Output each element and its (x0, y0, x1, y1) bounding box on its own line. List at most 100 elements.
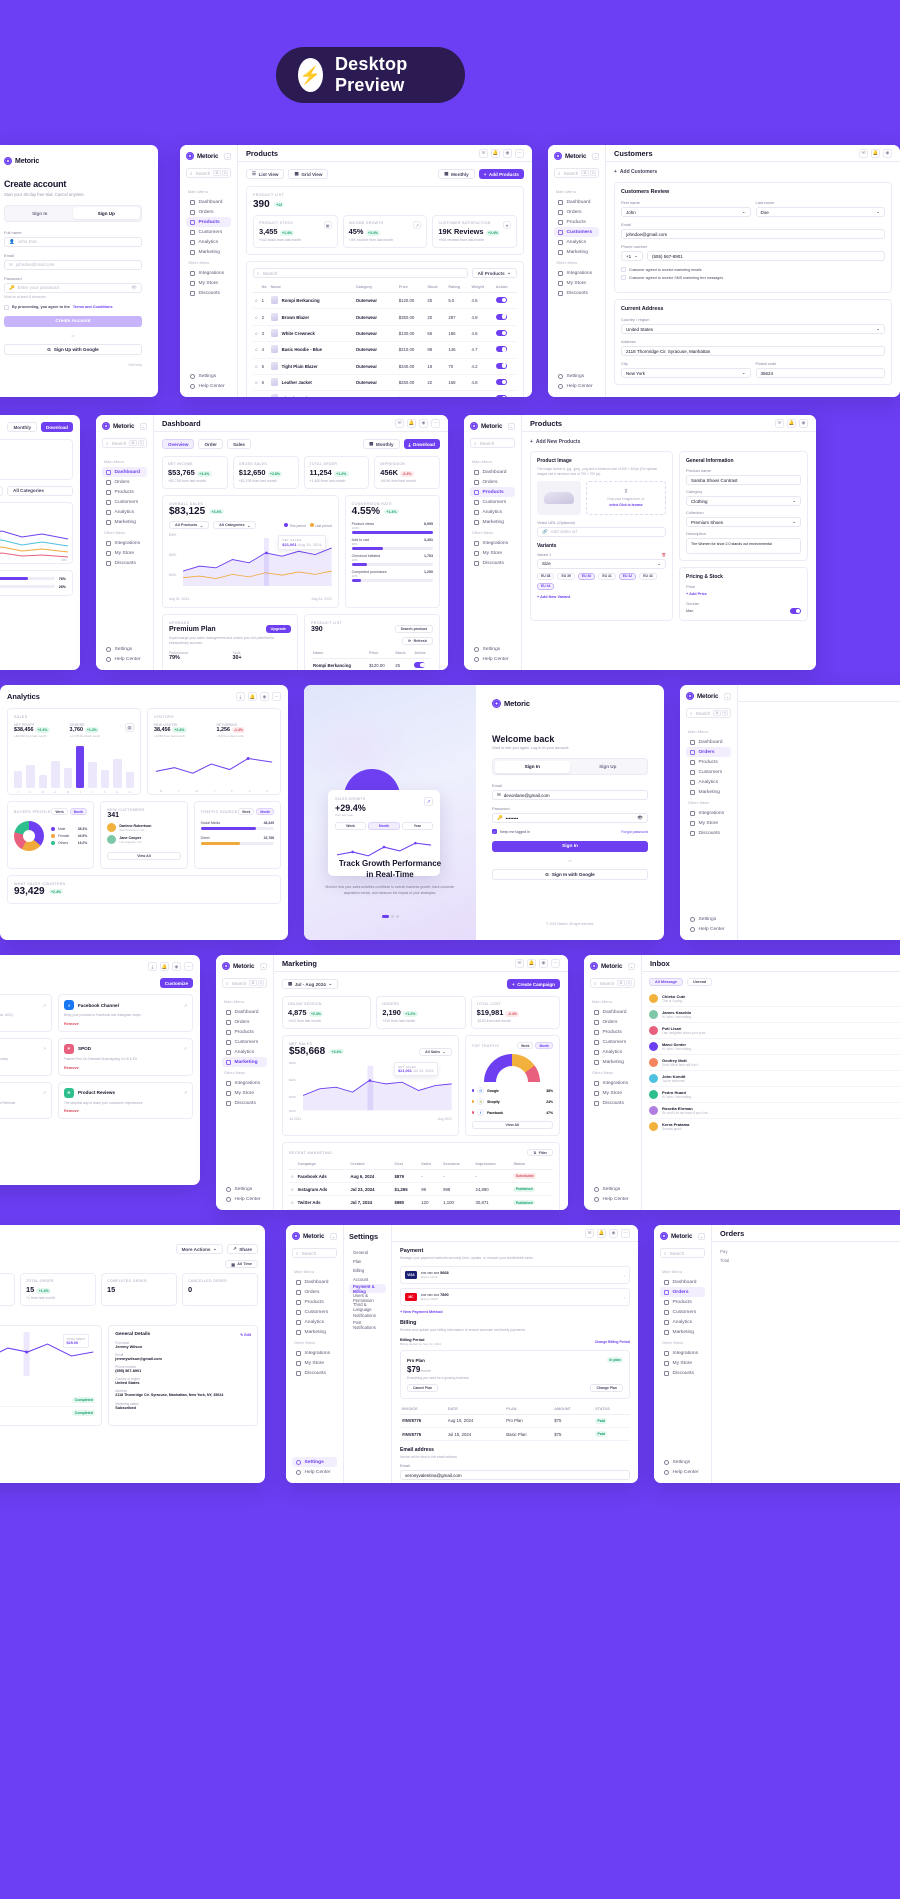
monthly-filter[interactable]: Monthly (7, 422, 38, 432)
more-icon[interactable]: ⋯ (515, 148, 524, 158)
chevron-down-icon[interactable]: ⌄ (260, 962, 267, 970)
terms-checkbox[interactable] (4, 304, 9, 310)
tab-month[interactable]: Month (368, 822, 400, 830)
sidebar-item-help[interactable]: Help Center (590, 1194, 635, 1204)
table-row[interactable]: ○ 1 Rompi Berkancing Outerwear $120.00 25 5.0 4… (253, 292, 517, 310)
row-checkbox[interactable]: ○ (253, 292, 260, 310)
sidebar-item-help[interactable]: Help Center (660, 1467, 705, 1477)
tab-signup[interactable]: Sign Up (73, 207, 140, 219)
row-toggle[interactable] (495, 329, 507, 336)
row-toggle[interactable] (495, 297, 507, 304)
sidebar-item-integrations[interactable]: Integrations (292, 1348, 337, 1358)
sidebar-item-marketing[interactable]: Marketing (102, 517, 147, 527)
sidebar-item-products[interactable]: Products (590, 1027, 635, 1037)
sidebar-item-integrations[interactable]: Integrations (186, 268, 231, 278)
sidebar-item-orders[interactable]: Orders (470, 477, 515, 487)
consent-checkbox[interactable] (621, 275, 626, 280)
sidebar-item-products[interactable]: Products (222, 1027, 267, 1037)
table-row[interactable]: #INV8776 Aug 15, 2024 Pro Plan $75 Paid (400, 1414, 630, 1428)
phone-input[interactable]: (555) 567-8901 (647, 251, 885, 261)
download-icon[interactable]: ⤓ (236, 692, 245, 701)
sidebar-item-settings[interactable]: Settings (660, 1457, 705, 1467)
external-link-icon[interactable]: ↗ (42, 1090, 46, 1096)
chevron-right-icon[interactable]: › (623, 1272, 625, 1278)
mail-icon[interactable]: ✉ (585, 1228, 594, 1238)
sidebar-item-my-store[interactable]: My Store (222, 1088, 267, 1098)
more-icon[interactable]: ⋯ (551, 958, 560, 968)
row-toggle[interactable] (495, 313, 507, 320)
sidebar-item-products[interactable]: Products (102, 487, 147, 497)
sidebar-item-dashboard[interactable]: Dashboard (470, 467, 515, 477)
settings-nav-payment-billing[interactable]: Payment & Billing (349, 1284, 386, 1294)
tab-week[interactable]: Week (238, 808, 255, 815)
more-icon[interactable]: ⋯ (272, 692, 281, 701)
sidebar-item-customers[interactable]: Customers (590, 1037, 635, 1047)
cancel-plan-button[interactable]: Cancel Plan (407, 1383, 439, 1392)
all-categories-filter[interactable]: All Categories ⌄ (213, 521, 257, 529)
all-sales-filter[interactable]: All Sales ⌄ (419, 1047, 452, 1056)
sidebar-item-help[interactable]: Help Center (686, 924, 731, 934)
sidebar-item-settings[interactable]: Settings (292, 1457, 337, 1467)
more-actions-button[interactable]: More Actions ⌄ (175, 1244, 223, 1254)
search-input[interactable]: ⌕ Search ⌘ K (186, 168, 231, 178)
list-item[interactable]: Puti Lisari I am delighted about your pro… (649, 1023, 900, 1039)
sidebar-item-discounts[interactable]: Discounts (186, 288, 231, 298)
avatar[interactable]: ◉ (503, 148, 512, 158)
remove-button[interactable]: Remove (64, 1109, 79, 1114)
all-products-filter[interactable]: All Products ⌄ (169, 521, 210, 529)
sidebar-item-discounts[interactable]: Discounts (470, 558, 515, 568)
list-item[interactable]: Geofrey Mott Sure! What time will it be? (649, 1055, 900, 1071)
sidebar-item-dashboard[interactable]: Dashboard (660, 1277, 705, 1287)
chevron-right-icon[interactable]: › (623, 1294, 625, 1300)
list-item[interactable]: Kerra Pratama Sounds good! (649, 1119, 900, 1134)
external-link-icon[interactable]: ↗ (183, 1090, 187, 1096)
sidebar-item-orders[interactable]: Orders (186, 207, 231, 217)
category-select[interactable]: Clothing ⌄ (686, 496, 801, 506)
sidebar-item-discounts[interactable]: Discounts (686, 828, 731, 838)
settings-nav-billing[interactable]: Billing (353, 1268, 365, 1273)
row-checkbox[interactable]: ○ (253, 358, 260, 375)
settings-nav-account[interactable]: Account (353, 1277, 369, 1282)
sidebar-item-analytics[interactable]: Analytics (686, 777, 731, 787)
payment-card-visa[interactable]: VISA •••• •••• •••• 5668 Expiry 11/26 › (400, 1266, 630, 1285)
sidebar-item-marketing[interactable]: Marketing (186, 247, 231, 257)
tab-sales[interactable]: Sales (226, 439, 251, 449)
remove-button[interactable]: Remove (64, 1065, 79, 1070)
search-input[interactable]: ⌕ Search ⌘ K (222, 978, 267, 988)
sidebar-item-dashboard[interactable]: Dashboard (554, 197, 599, 207)
settings-nav-plan[interactable]: Plan (353, 1259, 362, 1264)
sidebar-item-my-store[interactable]: My Store (660, 1358, 705, 1368)
sidebar-item-analytics[interactable]: Analytics (186, 237, 231, 247)
tab-signin[interactable]: Sign In (494, 760, 570, 773)
tab-week[interactable]: Week (335, 822, 367, 830)
chevron-down-icon[interactable]: ⌄ (140, 422, 147, 430)
external-link-icon[interactable]: ↗ (42, 1002, 46, 1008)
all-categories-filter[interactable]: All Categories (7, 485, 73, 496)
email-input[interactable]: johndoe@gmail.com (621, 229, 885, 239)
new-payment-button[interactable]: + New Payment Method (400, 1310, 443, 1315)
list-item[interactable]: f Facebook Channel ↗ Bring your products… (58, 994, 193, 1032)
download-button[interactable]: ⤓ Download (403, 439, 440, 449)
list-item[interactable]: L LOOX ↗ Beautiful Product Reviews, Phot… (0, 1081, 52, 1120)
sidebar-item-discounts[interactable]: Discounts (292, 1368, 337, 1378)
sidebar-item-help[interactable]: Help Center (102, 654, 147, 664)
video-url-input[interactable]: 🔗 Add video url (537, 526, 666, 537)
sidebar-item-my-store[interactable]: My Store (590, 1088, 635, 1098)
list-item[interactable]: Rosetta Ehrman So cool! Let me know if yo… (649, 1103, 900, 1119)
search-input[interactable]: ⌕ Search ⌘ K (102, 438, 147, 448)
more-icon[interactable]: ⋯ (431, 418, 440, 428)
bell-icon[interactable]: 🔔 (527, 958, 536, 968)
bell-icon[interactable]: 🔔 (871, 148, 880, 158)
sidebar-item-discounts[interactable]: Discounts (660, 1368, 705, 1378)
row-checkbox[interactable]: ○ (253, 341, 260, 359)
tab-week[interactable]: Week (51, 808, 68, 815)
bell-icon[interactable]: 🔔 (597, 1228, 606, 1238)
table-row[interactable]: ○ 3 White Crewneck Outerwear $130.00 56 186 4.5 (253, 325, 517, 343)
settings-nav-third-language[interactable]: Third & Language (353, 1301, 372, 1312)
tab-signup[interactable]: Sign Up (599, 764, 617, 769)
sidebar-item-settings[interactable]: Settings (686, 914, 731, 924)
plist-search[interactable]: Search product (394, 625, 433, 633)
refresh-button[interactable]: ⟳ Refresh (402, 637, 433, 645)
list-item[interactable]: Basic Hoodie - Blue Completed (0, 1407, 96, 1419)
sidebar-item-help[interactable]: Help Center (470, 654, 515, 664)
